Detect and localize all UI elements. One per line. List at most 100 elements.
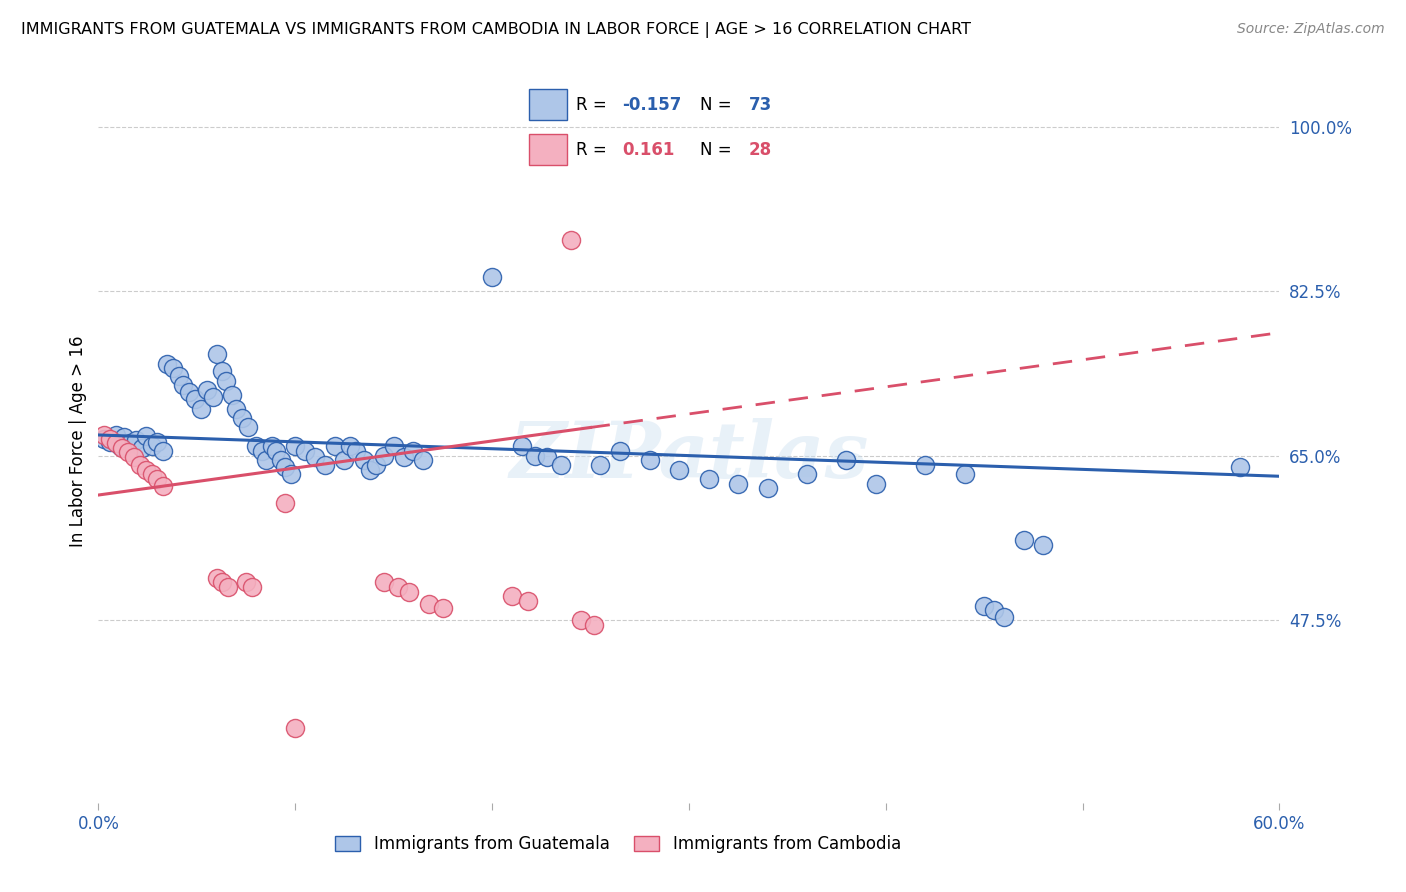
Point bbox=[609, 444, 631, 458]
Point bbox=[353, 453, 375, 467]
Text: R =: R = bbox=[576, 141, 612, 159]
Text: ZIPatlas: ZIPatlas bbox=[509, 417, 869, 494]
Point bbox=[536, 450, 558, 465]
Point bbox=[141, 467, 163, 482]
Point bbox=[152, 444, 174, 458]
Point bbox=[245, 439, 267, 453]
Point bbox=[993, 610, 1015, 624]
Text: R =: R = bbox=[576, 95, 612, 113]
Point bbox=[1032, 538, 1054, 552]
Point bbox=[373, 449, 395, 463]
Point bbox=[983, 603, 1005, 617]
Point bbox=[727, 476, 749, 491]
Point bbox=[274, 459, 297, 474]
Point bbox=[333, 453, 356, 467]
Point bbox=[412, 453, 434, 467]
Point bbox=[112, 430, 135, 444]
Text: 28: 28 bbox=[749, 141, 772, 159]
Point bbox=[1229, 459, 1251, 474]
Point bbox=[344, 444, 367, 458]
Point bbox=[108, 439, 131, 453]
Point bbox=[560, 233, 582, 247]
Point bbox=[392, 450, 415, 465]
Text: -0.157: -0.157 bbox=[623, 95, 682, 113]
Point bbox=[111, 441, 134, 455]
Point bbox=[156, 357, 179, 371]
Point bbox=[131, 441, 153, 455]
Point bbox=[172, 378, 194, 392]
Point bbox=[167, 368, 190, 383]
Point bbox=[373, 575, 395, 590]
Point bbox=[250, 444, 273, 458]
Point bbox=[432, 600, 454, 615]
Point bbox=[190, 401, 212, 416]
Point bbox=[796, 467, 818, 482]
Point bbox=[589, 458, 612, 472]
Point bbox=[184, 392, 207, 407]
Text: 0.161: 0.161 bbox=[623, 141, 675, 159]
Point bbox=[274, 495, 297, 509]
Point bbox=[162, 361, 184, 376]
Point bbox=[98, 432, 121, 446]
Point bbox=[205, 571, 228, 585]
Point bbox=[382, 439, 405, 453]
Point bbox=[387, 580, 409, 594]
Point bbox=[865, 476, 887, 491]
Point bbox=[323, 439, 346, 453]
Point bbox=[240, 580, 263, 594]
Point bbox=[294, 444, 316, 458]
Point bbox=[398, 584, 420, 599]
Y-axis label: In Labor Force | Age > 16: In Labor Force | Age > 16 bbox=[69, 335, 87, 548]
Point bbox=[215, 374, 238, 388]
FancyBboxPatch shape bbox=[530, 89, 567, 120]
Point bbox=[98, 434, 121, 449]
Point bbox=[177, 384, 200, 399]
Point bbox=[314, 458, 336, 472]
Point bbox=[501, 590, 523, 604]
Point bbox=[93, 432, 115, 446]
Point bbox=[697, 472, 720, 486]
Point bbox=[260, 439, 283, 453]
Point bbox=[953, 467, 976, 482]
Point bbox=[201, 391, 224, 405]
Point bbox=[235, 575, 257, 590]
Point bbox=[195, 383, 218, 397]
Point bbox=[973, 599, 995, 613]
Point bbox=[93, 428, 115, 442]
Point bbox=[284, 439, 307, 453]
Text: IMMIGRANTS FROM GUATEMALA VS IMMIGRANTS FROM CAMBODIA IN LABOR FORCE | AGE > 16 : IMMIGRANTS FROM GUATEMALA VS IMMIGRANTS … bbox=[21, 22, 972, 38]
Point bbox=[211, 364, 233, 378]
Text: Source: ZipAtlas.com: Source: ZipAtlas.com bbox=[1237, 22, 1385, 37]
Point bbox=[146, 472, 169, 486]
Text: 73: 73 bbox=[749, 95, 772, 113]
Point bbox=[236, 420, 259, 434]
Point bbox=[914, 458, 936, 472]
Point bbox=[402, 444, 425, 458]
Point bbox=[135, 463, 157, 477]
Point bbox=[205, 347, 228, 361]
Point bbox=[135, 429, 157, 443]
Point bbox=[105, 428, 128, 442]
Text: N =: N = bbox=[700, 95, 737, 113]
FancyBboxPatch shape bbox=[530, 135, 567, 165]
Legend: Immigrants from Guatemala, Immigrants from Cambodia: Immigrants from Guatemala, Immigrants fr… bbox=[329, 828, 908, 860]
Point bbox=[217, 580, 239, 594]
Point bbox=[117, 445, 139, 459]
Point bbox=[835, 453, 858, 467]
Point bbox=[254, 453, 277, 467]
Point bbox=[524, 449, 547, 463]
Point bbox=[152, 478, 174, 492]
Point bbox=[141, 439, 163, 453]
Point bbox=[481, 270, 503, 285]
Point bbox=[359, 463, 381, 477]
Point bbox=[583, 617, 606, 632]
Point bbox=[264, 444, 287, 458]
Point bbox=[211, 575, 233, 590]
Point bbox=[125, 433, 148, 447]
Point bbox=[418, 597, 440, 611]
Point bbox=[221, 387, 243, 401]
Point bbox=[516, 594, 538, 608]
Point bbox=[128, 458, 150, 472]
Point bbox=[364, 458, 387, 472]
Point bbox=[1012, 533, 1035, 547]
